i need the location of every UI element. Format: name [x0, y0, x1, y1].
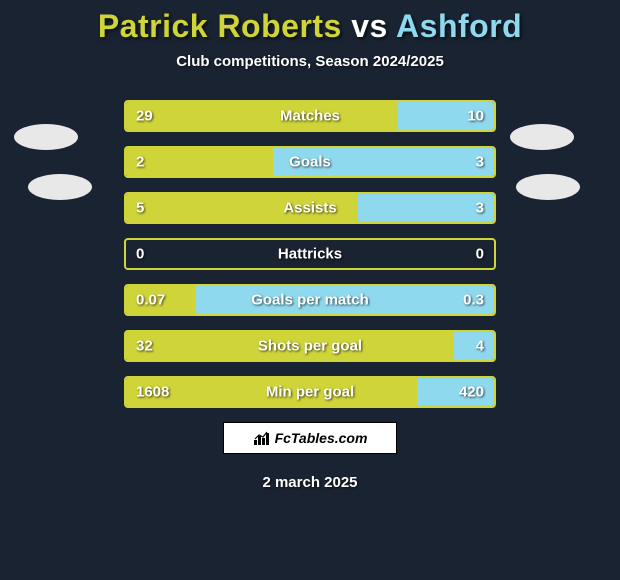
stat-value-left: 1608: [136, 384, 169, 401]
team-badge: [510, 124, 574, 150]
stat-value-left: 32: [136, 338, 153, 355]
stat-label: Matches: [280, 108, 340, 125]
team-badge: [28, 174, 92, 200]
player1-name: Patrick Roberts: [98, 8, 342, 44]
stat-label: Goals per match: [251, 292, 369, 309]
stat-row: 0 0 Hattricks: [124, 238, 496, 270]
stat-value-right: 0: [476, 246, 484, 263]
stat-row: 1608 420 Min per goal: [124, 376, 496, 408]
watermark: FcTables.com: [223, 422, 397, 454]
stat-value-right: 420: [459, 384, 484, 401]
team-badge: [516, 174, 580, 200]
chart-icon: [253, 430, 271, 446]
stat-value-right: 0.3: [463, 292, 484, 309]
stat-row: 29 10 Matches: [124, 100, 496, 132]
stat-fill-right: [454, 332, 494, 360]
stat-value-left: 2: [136, 154, 144, 171]
stat-value-left: 0.07: [136, 292, 165, 309]
stat-row: 5 3 Assists: [124, 192, 496, 224]
stat-row: 0.07 0.3 Goals per match: [124, 284, 496, 316]
stat-value-right: 3: [476, 154, 484, 171]
player2-name: Ashford: [396, 8, 522, 44]
stat-fill-left: [126, 102, 398, 130]
stat-label: Min per goal: [266, 384, 354, 401]
watermark-text: FcTables.com: [275, 430, 368, 446]
vs-text: vs: [351, 8, 388, 44]
team-badge: [14, 124, 78, 150]
stat-label: Hattricks: [278, 246, 342, 263]
stat-value-left: 5: [136, 200, 144, 217]
stat-label: Assists: [283, 200, 336, 217]
stat-fill-right: [358, 194, 494, 222]
stat-label: Goals: [289, 154, 331, 171]
stat-label: Shots per goal: [258, 338, 362, 355]
stat-value-right: 10: [467, 108, 484, 125]
stat-value-right: 3: [476, 200, 484, 217]
stat-value-left: 0: [136, 246, 144, 263]
comparison-title: Patrick Roberts vs Ashford: [0, 8, 620, 45]
stat-value-left: 29: [136, 108, 153, 125]
stat-row: 32 4 Shots per goal: [124, 330, 496, 362]
subtitle: Club competitions, Season 2024/2025: [0, 53, 620, 70]
stat-fill-left: [126, 148, 273, 176]
stat-value-right: 4: [476, 338, 484, 355]
stat-row: 2 3 Goals: [124, 146, 496, 178]
date-text: 2 march 2025: [0, 474, 620, 491]
